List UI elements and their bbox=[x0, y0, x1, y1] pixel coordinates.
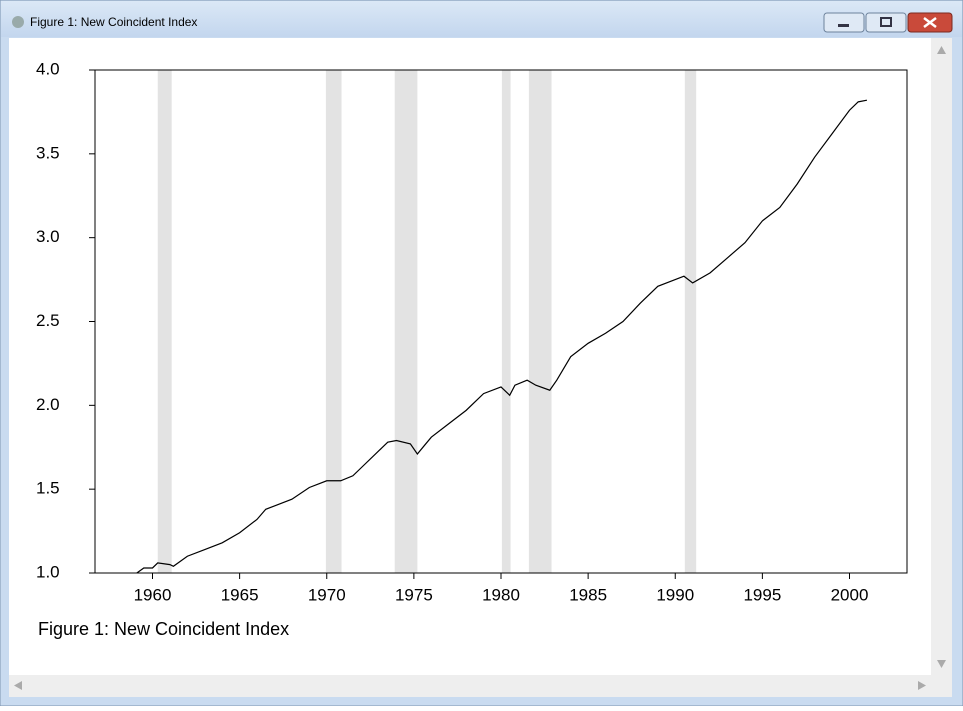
recession-band bbox=[157, 70, 172, 573]
scroll-down-arrow[interactable] bbox=[937, 660, 946, 668]
recession-band bbox=[394, 70, 418, 573]
close-icon bbox=[923, 17, 937, 28]
window-title: Figure 1: New Coincident Index bbox=[30, 15, 197, 29]
chart: 1.0 1.5 2.0 2.5 3.0 3.5 4.0 1960 1965 1970 1975 198… bbox=[36, 59, 908, 604]
x-tick-label: 1980 bbox=[482, 585, 520, 604]
x-tick-label: 1985 bbox=[569, 585, 607, 604]
scroll-up-arrow[interactable] bbox=[937, 46, 946, 54]
x-tick-label: 1960 bbox=[134, 585, 172, 604]
data-line bbox=[136, 99, 868, 574]
minimize-icon bbox=[838, 24, 849, 27]
app-icon bbox=[12, 16, 24, 28]
y-tick-label: 3.0 bbox=[36, 227, 60, 246]
x-tick-label: 2000 bbox=[831, 585, 869, 604]
recession-band bbox=[501, 70, 511, 573]
x-tick-label: 1970 bbox=[308, 585, 346, 604]
y-tick-label: 4.0 bbox=[36, 59, 60, 78]
scroll-right-arrow[interactable] bbox=[918, 681, 926, 690]
horizontal-scrollbar[interactable] bbox=[9, 675, 931, 697]
x-tick-label: 1990 bbox=[656, 585, 694, 604]
y-tick-label: 3.5 bbox=[36, 143, 60, 162]
maximize-icon bbox=[880, 17, 892, 27]
y-tick-label: 1.5 bbox=[36, 479, 60, 498]
x-tick-label: 1965 bbox=[221, 585, 259, 604]
size-grip bbox=[931, 675, 952, 697]
recession-band bbox=[528, 70, 552, 573]
y-tick-label: 1.0 bbox=[36, 562, 60, 581]
title-bar bbox=[1, 1, 962, 37]
x-tick-label: 1995 bbox=[743, 585, 781, 604]
maximize-button[interactable] bbox=[865, 12, 907, 33]
window-controls bbox=[823, 12, 953, 33]
minimize-button[interactable] bbox=[823, 12, 865, 33]
vertical-scrollbar[interactable] bbox=[931, 38, 952, 675]
client-area bbox=[9, 38, 931, 675]
y-tick-label: 2.5 bbox=[36, 311, 60, 330]
scroll-left-arrow[interactable] bbox=[14, 681, 22, 690]
x-tick-label: 1975 bbox=[395, 585, 433, 604]
recession-band bbox=[325, 70, 342, 573]
chart-caption: Figure 1: New Coincident Index bbox=[38, 619, 289, 639]
recession-band bbox=[684, 70, 697, 573]
y-tick-label: 2.0 bbox=[36, 395, 60, 414]
